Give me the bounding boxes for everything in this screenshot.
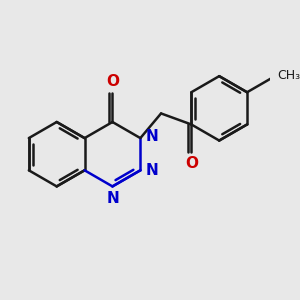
Text: N: N [107,191,120,206]
Text: CH₃: CH₃ [277,69,300,82]
Text: N: N [146,129,158,144]
Text: N: N [146,163,158,178]
Text: O: O [185,156,198,171]
Text: O: O [106,74,119,88]
